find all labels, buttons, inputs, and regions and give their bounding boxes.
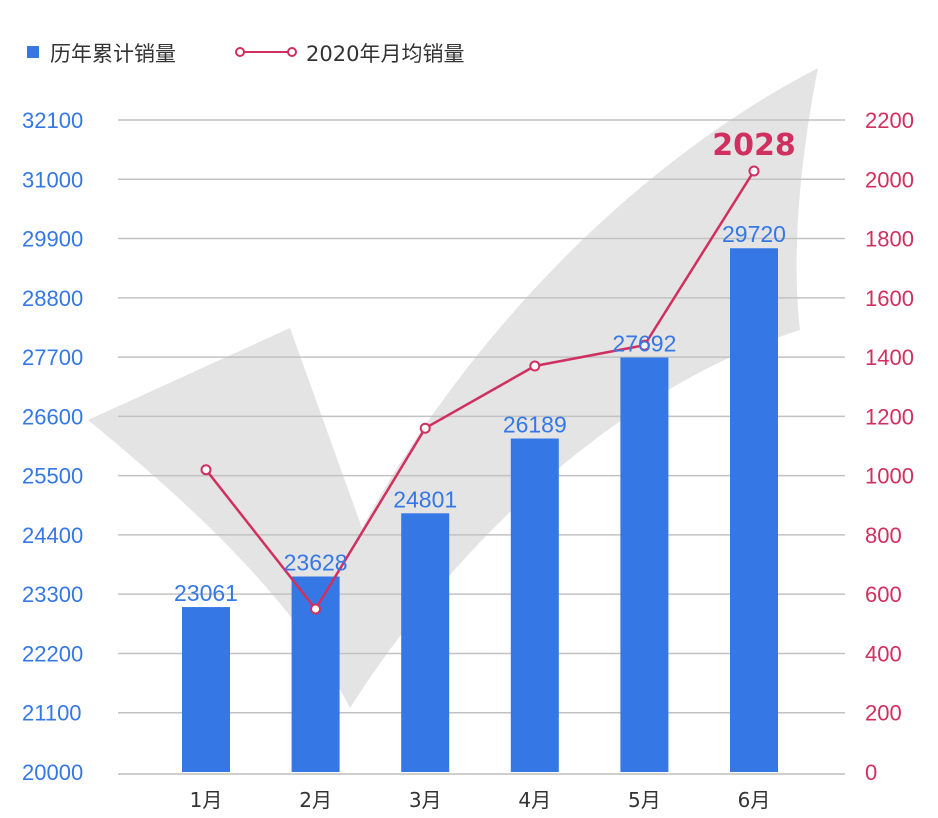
line-point: [638, 339, 650, 351]
line-point: [310, 603, 322, 615]
x-tick-label: 4月: [518, 788, 551, 812]
x-tick-label: 1月: [190, 788, 223, 812]
y-right-tick-label: 0: [865, 760, 877, 785]
y-left-tick-label: 28800: [22, 286, 83, 311]
x-tick-label: 6月: [738, 788, 771, 812]
bar-5: [620, 357, 669, 772]
y-right-tick-label: 1800: [865, 227, 914, 252]
y-right-tick-label: 400: [865, 641, 902, 666]
bar-1: [182, 607, 230, 772]
legend-line-marker: [287, 47, 297, 57]
bar-3: [401, 513, 450, 772]
legend-bar-swatch: [27, 46, 39, 58]
y-left-tick-label: 25500: [22, 464, 83, 489]
line-point: [200, 464, 212, 476]
y-right-tick-label: 1600: [865, 286, 914, 311]
x-tick-label: 2月: [299, 788, 332, 812]
bar-data-label: 26189: [503, 412, 567, 438]
y-right-tick-label: 2000: [865, 167, 914, 192]
legend-bar-label: 历年累计销量: [50, 42, 176, 66]
bar-data-label: 27692: [612, 331, 676, 357]
y-right-tick-label: 200: [865, 701, 902, 726]
bar-data-label: 24801: [393, 486, 457, 512]
y-right-tick-label: 600: [865, 582, 902, 607]
y-left-tick-label: 20000: [22, 760, 83, 785]
legend-line-label: 2020年月均销量: [306, 42, 464, 66]
y-left-tick-label: 21100: [22, 701, 82, 726]
y-right-tick-label: 1200: [865, 404, 914, 429]
peak-annotation: 2028: [712, 128, 796, 163]
line-point: [748, 165, 760, 177]
line-series: [205, 170, 756, 612]
y-left-tick-label: 32100: [22, 108, 83, 133]
y-right-tick-label: 1400: [865, 345, 914, 370]
bar-data-label: 23628: [284, 550, 348, 576]
bar-6: [730, 248, 778, 772]
y-right-tick-label: 1000: [865, 464, 914, 489]
y-left-tick-label: 27700: [22, 345, 83, 370]
bar-data-label: 29720: [722, 221, 786, 247]
y-left-tick-label: 29900: [22, 227, 83, 252]
y-left-tick-label: 31000: [22, 167, 83, 192]
y-left-tick-label: 23300: [22, 582, 83, 607]
y-right-tick-label: 2200: [865, 108, 914, 133]
y-left-tick-label: 24400: [22, 523, 83, 548]
legend-line-marker: [235, 47, 245, 57]
x-tick-label: 3月: [409, 788, 442, 812]
bar-4: [510, 438, 559, 772]
line-point: [419, 422, 431, 434]
y-left-tick-label: 26600: [22, 404, 83, 429]
x-tick-label: 5月: [628, 788, 661, 812]
y-right-tick-label: 800: [865, 523, 902, 548]
background-checkmark-shape: [88, 68, 818, 708]
y-left-tick-label: 22200: [22, 641, 83, 666]
line-point: [529, 360, 541, 372]
bar-data-label: 23061: [174, 580, 238, 606]
